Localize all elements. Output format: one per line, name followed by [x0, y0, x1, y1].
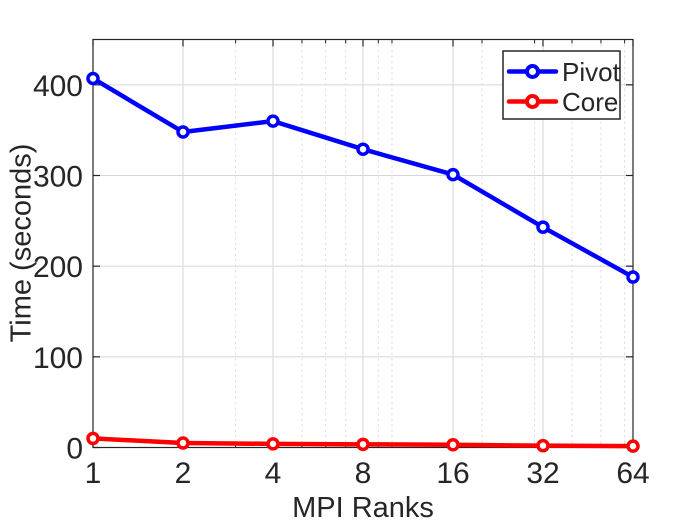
- x-tick-label: 32: [526, 457, 559, 490]
- y-tick-label: 100: [33, 342, 83, 375]
- y-tick-label: 400: [33, 70, 83, 103]
- pivot-marker: [446, 167, 460, 182]
- legend-box: [502, 50, 621, 120]
- y-axis-title: Time (seconds): [5, 143, 38, 343]
- core-marker: [356, 437, 370, 452]
- x-tick-label: 16: [436, 457, 469, 490]
- pivot-marker: [626, 270, 640, 284]
- pivot-marker: [266, 114, 280, 128]
- y-tick-label: 0: [66, 433, 83, 466]
- pivot-marker: [356, 142, 370, 156]
- legend-item-core: Core: [506, 87, 618, 117]
- core-marker: [626, 439, 640, 453]
- pivot-marker: [536, 220, 550, 234]
- core-marker: [536, 438, 550, 453]
- core-marker: [176, 436, 190, 450]
- x-tick-label: 2: [175, 457, 192, 490]
- legend-label: Core: [562, 87, 618, 117]
- legend-marker: [525, 64, 540, 79]
- legend-item-pivot: Pivot: [506, 57, 621, 87]
- x-tick-label: 8: [355, 457, 372, 490]
- x-tick-label: 64: [616, 457, 649, 490]
- core-marker: [266, 437, 280, 451]
- series: [86, 71, 640, 453]
- x-axis-title: MPI Ranks: [292, 492, 434, 524]
- x-tick-label: 1: [85, 457, 102, 490]
- core-marker: [446, 438, 460, 452]
- pivot-marker: [176, 125, 190, 139]
- core-marker: [86, 431, 100, 446]
- tick-labels: 1 2 4 8 16 32 64 0 100 200 300 400: [33, 70, 650, 490]
- y-tick-label: 200: [33, 251, 83, 284]
- pivot-marker: [86, 71, 100, 86]
- legend-label: Pivot: [562, 57, 621, 87]
- x-tick-label: 4: [265, 457, 282, 490]
- legend-marker: [525, 94, 540, 109]
- y-tick-label: 300: [33, 161, 83, 194]
